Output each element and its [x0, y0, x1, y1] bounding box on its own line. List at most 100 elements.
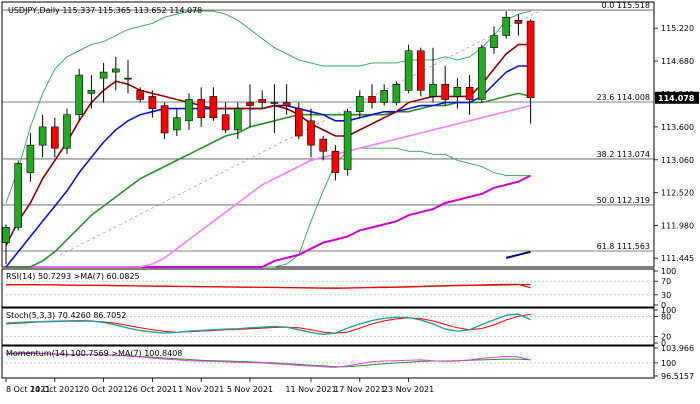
price-tick-label: 111.445: [661, 254, 694, 263]
candle: [258, 90, 267, 109]
panel-tick-label: 0: [661, 301, 666, 310]
momentum-axis: 103.966 100 96.5157: [654, 344, 694, 381]
candle-body: [319, 138, 328, 152]
stoch-grid: [2, 316, 654, 337]
candle: [112, 56, 120, 91]
candle-body: [429, 83, 437, 97]
candle-body: [514, 19, 523, 24]
momentum-panel-frame: [1, 345, 655, 379]
stoch-label: Stoch(5,3,3) 70.4260 86.7052: [6, 311, 126, 320]
candle-body: [209, 96, 218, 119]
time-tick-label: 11 Nov 2021: [285, 385, 336, 394]
candle: [380, 84, 389, 106]
candle: [209, 87, 218, 121]
last-price-label: 114.078: [658, 94, 695, 103]
candles: [2, 11, 535, 264]
time-tick-label: 20 Oct 2021: [79, 385, 128, 394]
price-tick-label: 115.220: [661, 24, 694, 33]
price-tick-label: 113.600: [661, 123, 694, 132]
time-tick-label: 8 Oct 2021: [6, 385, 50, 394]
candle: [136, 87, 144, 103]
candle-body: [477, 47, 486, 100]
candle-body: [136, 90, 144, 100]
candle: [319, 136, 328, 161]
momentum-label: Momentum(14) 100.7569 >MA(7) 100.8408: [6, 349, 182, 358]
momentum-panel: Momentum(14) 100.7569 >MA(7) 100.8408 10…: [1, 344, 694, 381]
ma-very-long-line: [505, 250, 531, 259]
candle: [441, 65, 450, 106]
candle: [63, 108, 71, 155]
bollinger-upper-line: [5, 10, 531, 204]
main-title: USDJPY,Daily 115.337 115.365 113.652 114…: [8, 6, 202, 15]
candle: [75, 69, 83, 121]
candle-body: [221, 114, 230, 131]
panel-tick-label: 103.966: [661, 344, 694, 353]
fib-level-label: 50.0 112.319: [597, 196, 650, 205]
candle: [270, 84, 279, 133]
candle: [2, 224, 10, 264]
candle: [465, 75, 474, 115]
panel-tick-label: 96.5157: [661, 372, 694, 381]
rsi-panel-frame: [1, 268, 655, 308]
stoch-lines: [5, 313, 531, 336]
price-tick-label: 113.060: [661, 156, 694, 165]
candle-body: [526, 20, 535, 99]
candle-body: [355, 96, 364, 112]
price-tick-label: 112.520: [661, 189, 694, 198]
candle-body: [294, 108, 303, 137]
main-panel: 0.0 115.518 23.6 114.008 38.2 113.074 50.0 …: [1, 1, 699, 268]
ma-fast-line: [5, 43, 531, 247]
candle-body: [441, 83, 450, 100]
candle-body: [75, 74, 83, 116]
candle: [416, 47, 425, 97]
panel-tick-label: 70: [661, 277, 671, 286]
ma-slow-line: [6, 92, 531, 268]
last-price-marker: 114.078: [655, 91, 699, 104]
momentum-line: [5, 352, 531, 368]
candle-body: [197, 99, 205, 119]
time-tick-label: 23 Nov 2021: [383, 385, 434, 394]
candle: [26, 132, 35, 182]
candle: [307, 108, 315, 158]
candle: [490, 26, 498, 54]
candle: [50, 117, 59, 158]
main-panel-frame: [1, 1, 655, 268]
candle-body: [380, 90, 389, 103]
candle: [185, 93, 193, 130]
ma-trend-line: [6, 104, 531, 268]
candle-body: [465, 86, 474, 100]
panel-tick-label: 0: [661, 339, 666, 348]
candle-body: [185, 99, 193, 122]
candle-body: [368, 96, 376, 103]
time-tick-label: 14 Oct 2021: [30, 385, 79, 394]
candle-body: [14, 163, 22, 228]
candle: [429, 47, 437, 103]
stoch-k-line: [5, 313, 531, 336]
candle: [160, 102, 169, 140]
candle-body: [50, 126, 59, 149]
candle: [173, 108, 181, 137]
candle-body: [270, 102, 279, 104]
candle-body: [148, 96, 157, 109]
candle: [502, 11, 511, 39]
candle-body: [331, 150, 340, 173]
candle-body: [307, 120, 315, 146]
candle: [294, 102, 303, 140]
candle-body: [26, 144, 35, 173]
candle: [343, 108, 352, 176]
candle-body: [112, 68, 120, 73]
candle: [355, 90, 364, 118]
candle-body: [343, 111, 352, 170]
fib-level-label: 0.0 115.518: [602, 1, 650, 10]
candle: [477, 44, 486, 103]
panel-tick-label: 80: [661, 313, 671, 322]
last-price-box: [655, 91, 699, 104]
time-tick-label: 1 Nov 2021: [178, 385, 224, 394]
candle: [331, 145, 340, 181]
